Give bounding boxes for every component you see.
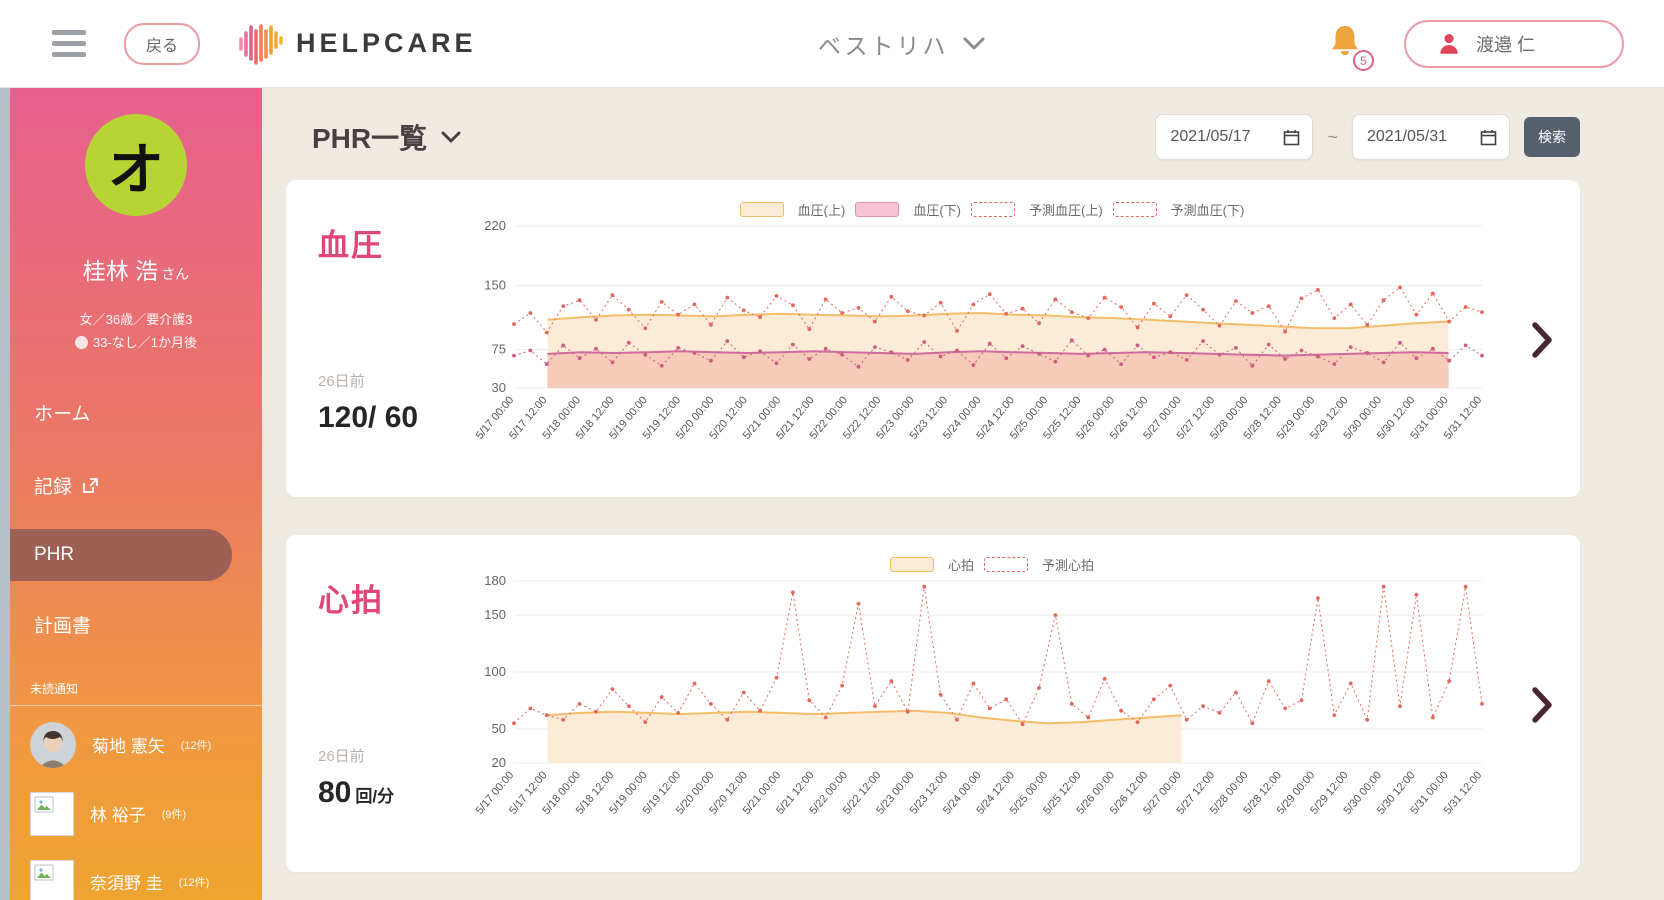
patient-meta-line2: 33-なし／1か月後 (10, 331, 262, 354)
svg-text:50: 50 (492, 721, 506, 736)
unread-user-list: 菊地 憲矢 (12件) 林 裕子 (9件) (10, 714, 262, 900)
list-item[interactable]: 奈須野 圭 (12件) (10, 852, 262, 900)
patient-meta-line1: 女／36歳／要介護3 (79, 312, 193, 327)
bp-chart-card: 血圧 26日前 120/ 60 血圧(上) 血圧(下) 予測血圧(上) 予測血圧(下)… (286, 180, 1580, 497)
svg-text:220: 220 (484, 220, 506, 233)
legend-label: 血圧(上) (797, 202, 846, 218)
sidebar-divider (10, 704, 262, 706)
chevron-down-icon (441, 131, 461, 143)
hr-days-ago: 26日前 (318, 748, 365, 765)
chevron-right-icon (1532, 686, 1552, 723)
broken-image-icon (30, 791, 74, 836)
date-from-input[interactable]: 2021/05/17 (1155, 114, 1314, 160)
bell-icon (1332, 25, 1358, 56)
calendar-icon (1480, 129, 1497, 145)
list-item[interactable]: 菊地 憲矢 (12件) (10, 714, 262, 776)
sidebar-item-plan[interactable]: 計画書 (34, 615, 92, 637)
sidebar: オ 桂林 浩さん 女／36歳／要介護3 33-なし／1か月後 ホーム (0, 88, 262, 900)
legend-label: 予測心拍 (1042, 557, 1095, 573)
sidebar-item-records[interactable]: 記録 (10, 456, 262, 515)
unread-section-label: 未読通知 (30, 681, 79, 696)
external-link-icon (83, 477, 98, 493)
notifications-button[interactable]: 5 (1326, 22, 1374, 71)
legend-label: 予測血圧(上) (1029, 202, 1103, 218)
hamburger-menu-button[interactable] (48, 26, 90, 61)
user-name: 渡邉 仁 (1476, 34, 1536, 55)
facility-selector[interactable]: ベストリハ (818, 27, 984, 61)
sidebar-menu: ホーム 記録 PHR 計画書 (10, 383, 262, 654)
sidebar-scrollbar[interactable] (0, 88, 10, 900)
hr-card-title: 心拍 (318, 583, 384, 618)
helpcare-heart-logo-icon (239, 23, 283, 65)
chevron-right-icon (1532, 321, 1552, 358)
page-title: PHR一覧 (312, 123, 428, 154)
legend-swatch (984, 556, 1028, 572)
sidebar-item-phr[interactable]: PHR (10, 528, 232, 581)
list-item[interactable]: 林 裕子 (9件) (10, 784, 262, 844)
date-range-controls: 2021/05/17 ~ 2021/05/31 (1155, 114, 1580, 160)
hr-chart-legend: 心拍 予測心拍 (466, 553, 1518, 575)
svg-text:150: 150 (484, 607, 506, 622)
patient-meta: 女／36歳／要介護3 33-なし／1か月後 (10, 308, 262, 355)
chevron-down-icon (963, 37, 984, 50)
broken-image-icon (30, 859, 74, 900)
brand-logo: HELPCARE (238, 23, 477, 65)
hr-latest-value: 80 回/分 (318, 776, 395, 809)
facility-name: ベストリハ (818, 32, 949, 59)
legend-swatch (889, 556, 934, 572)
legend-swatch (739, 201, 784, 217)
notification-badge: 5 (1353, 50, 1374, 71)
bp-days-ago: 26日前 (318, 373, 365, 390)
user-menu-button[interactable]: 渡邉 仁 (1404, 19, 1624, 68)
hr-chart-card: 心拍 26日前 80 回/分 心拍 予測心拍 20 50 100 150 180 5/17 0… (286, 535, 1580, 872)
patient-name: 桂林 浩さん (82, 258, 190, 284)
legend-label: 血圧(下) (913, 202, 961, 218)
search-button[interactable]: 検索 (1524, 117, 1580, 157)
user-icon (1440, 33, 1458, 54)
bp-chart-legend: 血圧(上) 血圧(下) 予測血圧(上) 予測血圧(下) (466, 198, 1518, 220)
legend-label: 心拍 (947, 557, 974, 573)
back-button[interactable]: 戻る (124, 22, 201, 65)
patient-meta-icon (74, 336, 88, 350)
bp-next-button[interactable] (1518, 198, 1566, 481)
svg-text:100: 100 (484, 664, 506, 679)
legend-label: 予測血圧(下) (1170, 202, 1245, 218)
svg-text:150: 150 (484, 278, 506, 293)
main-content: PHR一覧 2021/05/17 (262, 88, 1664, 900)
patient-avatar: オ (85, 114, 187, 216)
user-photo-avatar (30, 721, 76, 768)
svg-text:20: 20 (492, 755, 506, 770)
legend-swatch (855, 201, 900, 217)
legend-swatch (1112, 201, 1157, 217)
sidebar-item-home[interactable]: ホーム (34, 403, 91, 425)
phr-list-dropdown[interactable]: PHR一覧 (312, 117, 461, 157)
top-header: 戻る HELPCARE ベストリハ (0, 0, 1664, 88)
range-separator: ~ (1327, 126, 1338, 147)
date-to-input[interactable]: 2021/05/31 (1352, 114, 1510, 160)
calendar-icon (1284, 129, 1300, 145)
svg-text:30: 30 (492, 380, 506, 395)
hr-next-button[interactable] (1518, 553, 1566, 856)
brand-name: HELPCARE (296, 28, 477, 58)
legend-swatch (971, 201, 1015, 217)
bp-card-title: 血圧 (318, 228, 384, 263)
bp-latest-value: 120/ 60 (318, 401, 419, 434)
svg-text:75: 75 (492, 342, 506, 357)
svg-text:180: 180 (484, 575, 506, 588)
